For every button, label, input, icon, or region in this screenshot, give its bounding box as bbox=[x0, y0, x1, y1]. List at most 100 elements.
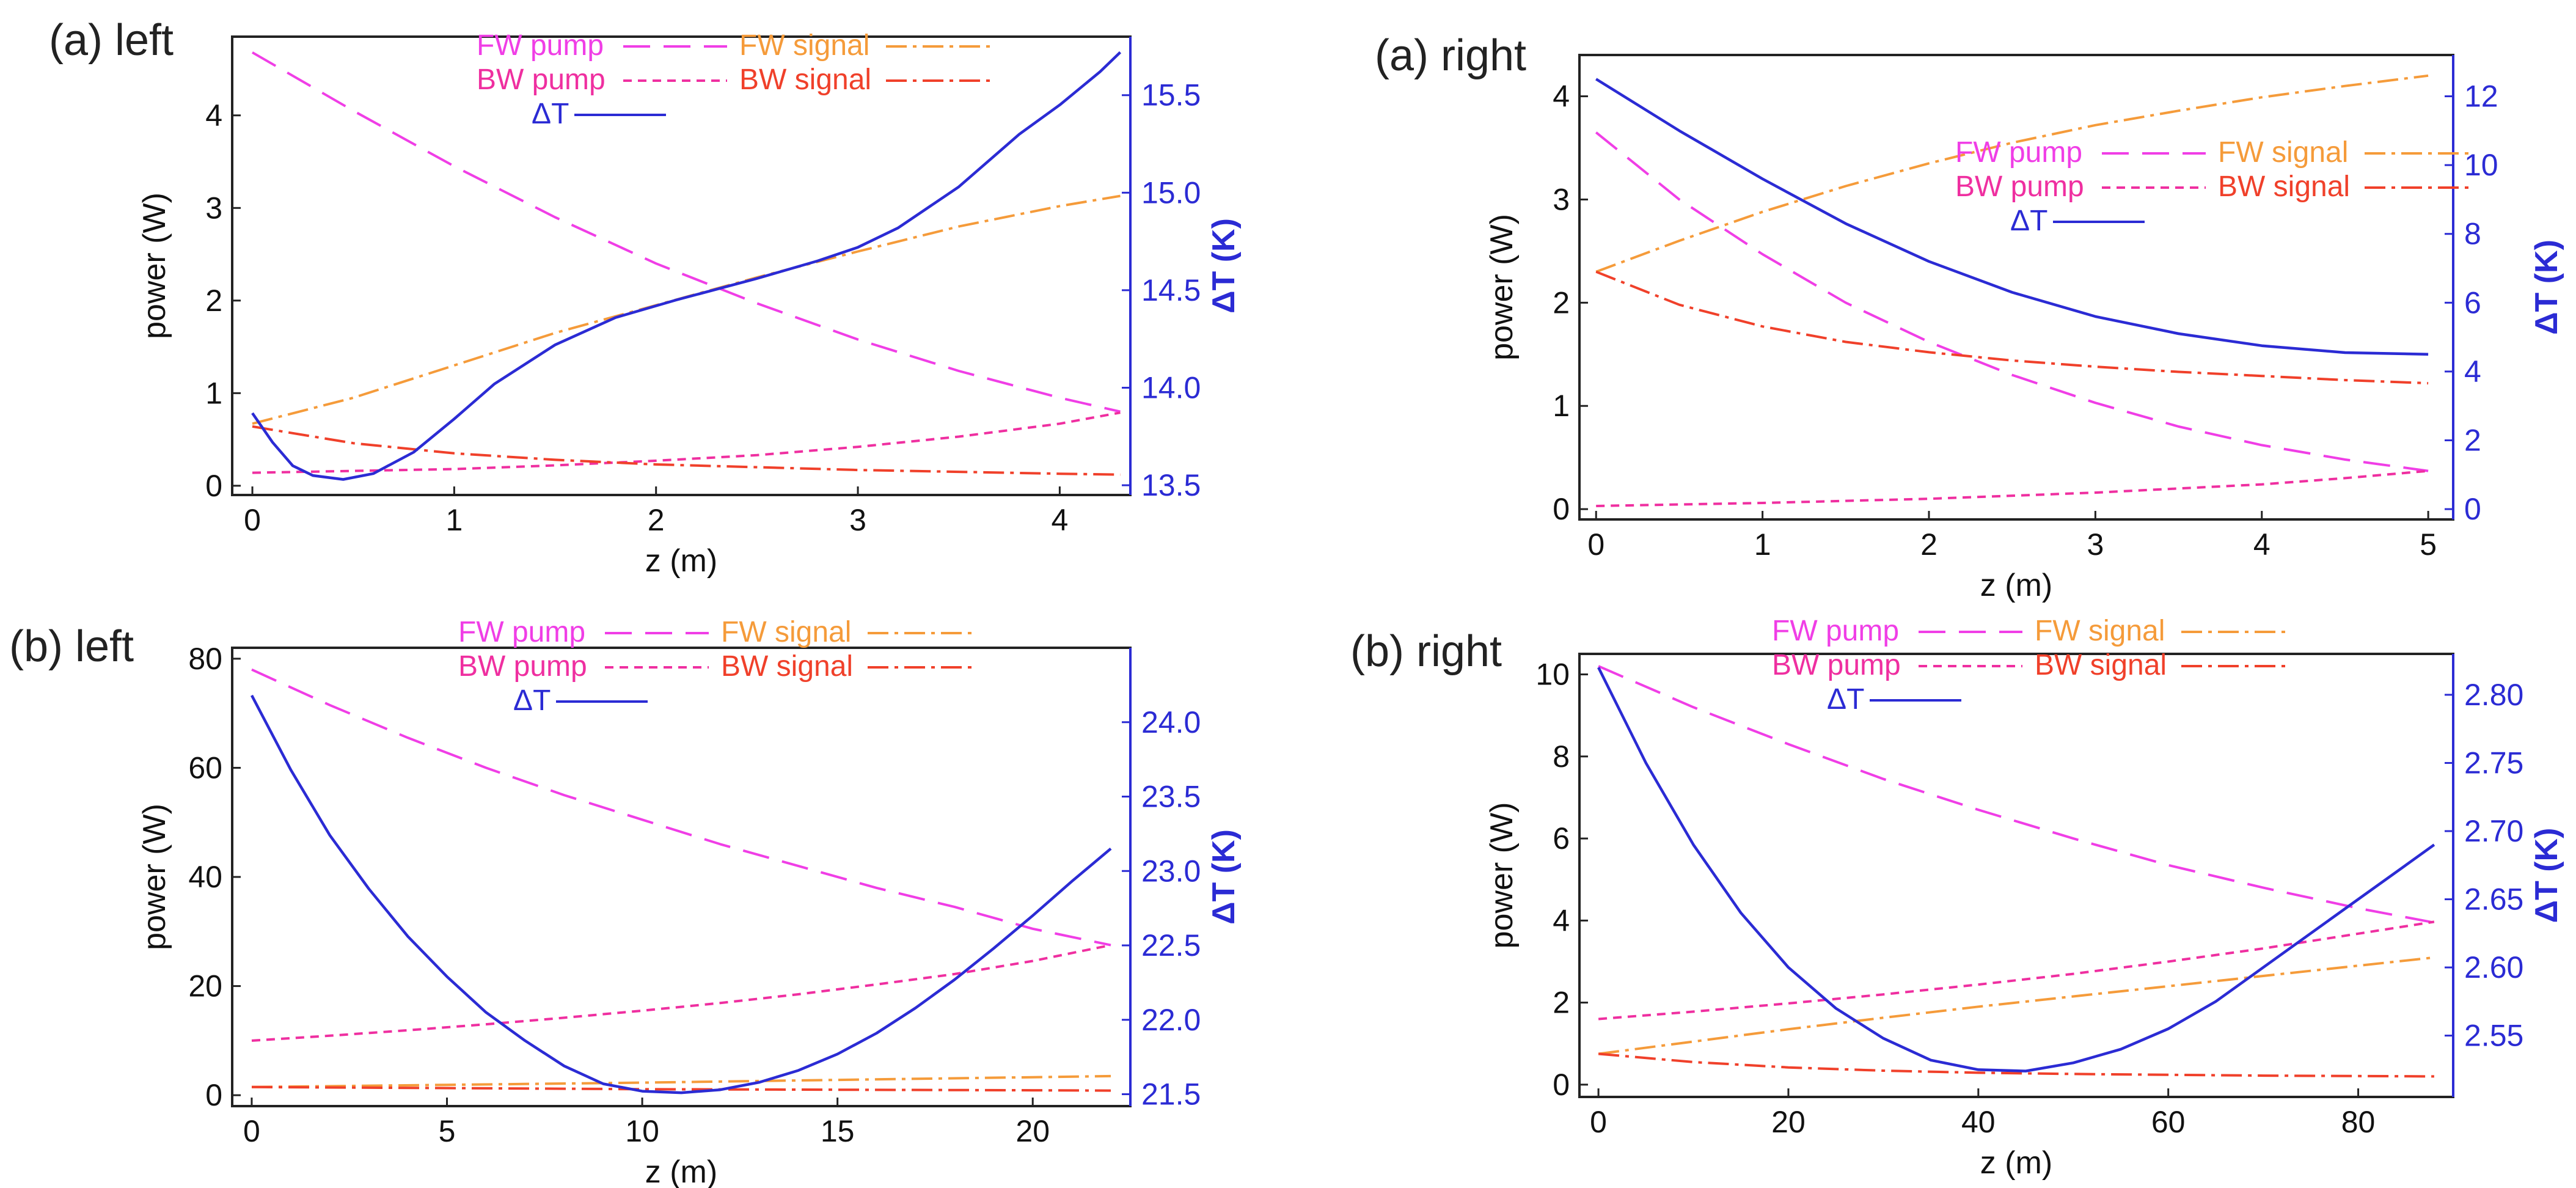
series-line-fw-pump bbox=[251, 51, 1121, 413]
x-tick-label: 0 bbox=[243, 1114, 260, 1148]
legend-label-bw-pump: BW pump bbox=[458, 650, 587, 683]
y2-axis-label: ΔT (K) bbox=[2529, 240, 2564, 335]
x-tick-label: 2 bbox=[648, 503, 665, 537]
plot-frame bbox=[1578, 54, 2454, 521]
y2-tick-label: 4 bbox=[2464, 354, 2481, 389]
x-tick-label: 1 bbox=[1754, 527, 1771, 562]
x-tick-label: 4 bbox=[2253, 527, 2270, 562]
series-line-fw-pump bbox=[251, 668, 1111, 947]
y-tick-label: 3 bbox=[205, 191, 222, 225]
series-line-bw-pump bbox=[1598, 920, 2435, 1021]
series-line-bw-signal bbox=[1595, 270, 2429, 385]
series-line-fw-pump bbox=[1598, 665, 2435, 924]
panel-b-right: (b) right 0 20 40 60 80 0 2 4 6 8 10 2.55 2.60 2.65 2.… bbox=[1350, 615, 2564, 1181]
y-tick-label: 20 bbox=[188, 969, 222, 1003]
legend-label-dT: ΔT bbox=[1827, 683, 1864, 716]
legend-label-fw-pump: FW pump bbox=[477, 29, 604, 62]
x-tick-label: 0 bbox=[1590, 1105, 1607, 1139]
y2-tick-label: 13.5 bbox=[1141, 468, 1201, 502]
x-axis-label: z (m) bbox=[1980, 1145, 2052, 1181]
series-line-bw-pump bbox=[252, 411, 1121, 474]
y-axis-label: power (W) bbox=[1484, 802, 1520, 949]
y2-tick-label: 8 bbox=[2464, 217, 2481, 251]
x-tick-label: 10 bbox=[625, 1114, 659, 1148]
y-tick-label: 0 bbox=[1553, 492, 1570, 526]
x-axis-label: z (m) bbox=[645, 1154, 717, 1188]
legend-label-fw-pump: FW pump bbox=[458, 616, 585, 648]
y2-tick-label: 15.5 bbox=[1141, 78, 1201, 112]
series-line-fw-signal bbox=[251, 1074, 1111, 1088]
y2-tick-label: 23.0 bbox=[1141, 854, 1201, 888]
legend-label-bw-signal: BW signal bbox=[739, 64, 871, 96]
panel-a-left: (a) left 0 1 2 3 4 0 1 2 3 4 13.5 14.0 14.5 15.0 15.5 z… bbox=[49, 16, 1242, 579]
y2-tick-label: 2 bbox=[2464, 424, 2481, 458]
legend-label-bw-pump: BW pump bbox=[1955, 170, 2084, 203]
series-line-bw-pump bbox=[251, 944, 1111, 1042]
series-line-dT bbox=[251, 51, 1122, 481]
y-axis-label: power (W) bbox=[1484, 214, 1520, 361]
plot-frame bbox=[231, 35, 1132, 496]
plot-frame bbox=[231, 647, 1132, 1107]
legend-label-fw-signal: FW signal bbox=[2035, 615, 2165, 647]
y-axis-label: power (W) bbox=[137, 193, 172, 339]
y2-tick-label: 23.5 bbox=[1141, 780, 1201, 814]
y-tick-label: 60 bbox=[188, 750, 222, 785]
y2-tick-label: 0 bbox=[2464, 492, 2481, 526]
x-axis-label: z (m) bbox=[1980, 568, 2052, 603]
x-tick-label: 3 bbox=[849, 503, 866, 537]
series-line-bw-signal bbox=[252, 425, 1121, 476]
legend-label-bw-signal: BW signal bbox=[2218, 170, 2350, 203]
x-tick-label: 80 bbox=[2341, 1105, 2376, 1139]
plot-frame bbox=[1578, 653, 2454, 1098]
series-line-dT bbox=[1597, 667, 2435, 1072]
legend-label-fw-signal: FW signal bbox=[2218, 136, 2348, 169]
y2-tick-label: 2.70 bbox=[2464, 814, 2523, 848]
x-tick-label: 5 bbox=[439, 1114, 456, 1148]
y-tick-label: 4 bbox=[205, 98, 222, 133]
y-tick-label: 10 bbox=[1535, 658, 1570, 692]
legend: FW pump FW signal BW pump BW signal ΔT bbox=[1772, 615, 2285, 716]
plot-area: 0 20 40 60 80 0 2 4 6 8 10 2.55 2.60 2.65 2.70 2.75 2.80… bbox=[1484, 615, 2564, 1181]
x-tick-label: 1 bbox=[445, 503, 463, 537]
y-tick-label: 0 bbox=[205, 1078, 222, 1112]
series-line-fw-signal bbox=[1595, 74, 2429, 273]
series-line-bw-signal bbox=[1598, 1052, 2434, 1078]
y-axis-label: power (W) bbox=[137, 804, 172, 950]
x-tick-label: 5 bbox=[2420, 527, 2437, 562]
x-tick-label: 3 bbox=[2087, 527, 2104, 562]
series-line-fw-signal bbox=[1598, 956, 2435, 1055]
legend-label-dT: ΔT bbox=[532, 98, 569, 130]
y-tick-label: 2 bbox=[205, 284, 222, 318]
legend-label-bw-signal: BW signal bbox=[2035, 649, 2167, 681]
x-tick-label: 60 bbox=[2151, 1105, 2186, 1139]
y2-tick-label: 10 bbox=[2464, 148, 2498, 182]
series-line-bw-pump bbox=[1596, 469, 2429, 507]
series-line-dT bbox=[1595, 78, 2429, 356]
panel-b-left: (b) left 0 5 10 15 20 0 20 40 60 80 21.5 22.0 22.5 23… bbox=[9, 616, 1242, 1188]
y-tick-label: 4 bbox=[1553, 903, 1570, 937]
y2-axis-label: ΔT (K) bbox=[1206, 829, 1242, 925]
y-tick-label: 3 bbox=[1553, 182, 1570, 216]
y2-axis-label: ΔT (K) bbox=[2529, 828, 2564, 923]
y2-tick-label: 2.65 bbox=[2464, 882, 2523, 917]
y-tick-label: 1 bbox=[205, 376, 222, 410]
y-tick-label: 8 bbox=[1553, 739, 1570, 774]
legend-label-bw-pump: BW pump bbox=[1772, 649, 1901, 681]
series-line-dT bbox=[251, 694, 1112, 1094]
legend-label-fw-signal: FW signal bbox=[721, 616, 851, 648]
y2-tick-label: 2.75 bbox=[2464, 746, 2523, 780]
y-tick-label: 1 bbox=[1553, 389, 1570, 423]
legend-label-dT: ΔT bbox=[2010, 205, 2047, 237]
y-tick-label: 40 bbox=[188, 860, 222, 894]
x-tick-label: 2 bbox=[1920, 527, 1937, 562]
y2-tick-label: 2.60 bbox=[2464, 950, 2523, 985]
x-axis-label: z (m) bbox=[645, 543, 717, 579]
y2-tick-label: 6 bbox=[2464, 285, 2481, 320]
y-tick-label: 0 bbox=[1553, 1068, 1570, 1102]
legend-label-bw-pump: BW pump bbox=[477, 64, 606, 96]
y2-tick-label: 24.0 bbox=[1141, 705, 1201, 739]
legend: FW pump FW signal BW pump BW signal ΔT bbox=[458, 616, 971, 717]
